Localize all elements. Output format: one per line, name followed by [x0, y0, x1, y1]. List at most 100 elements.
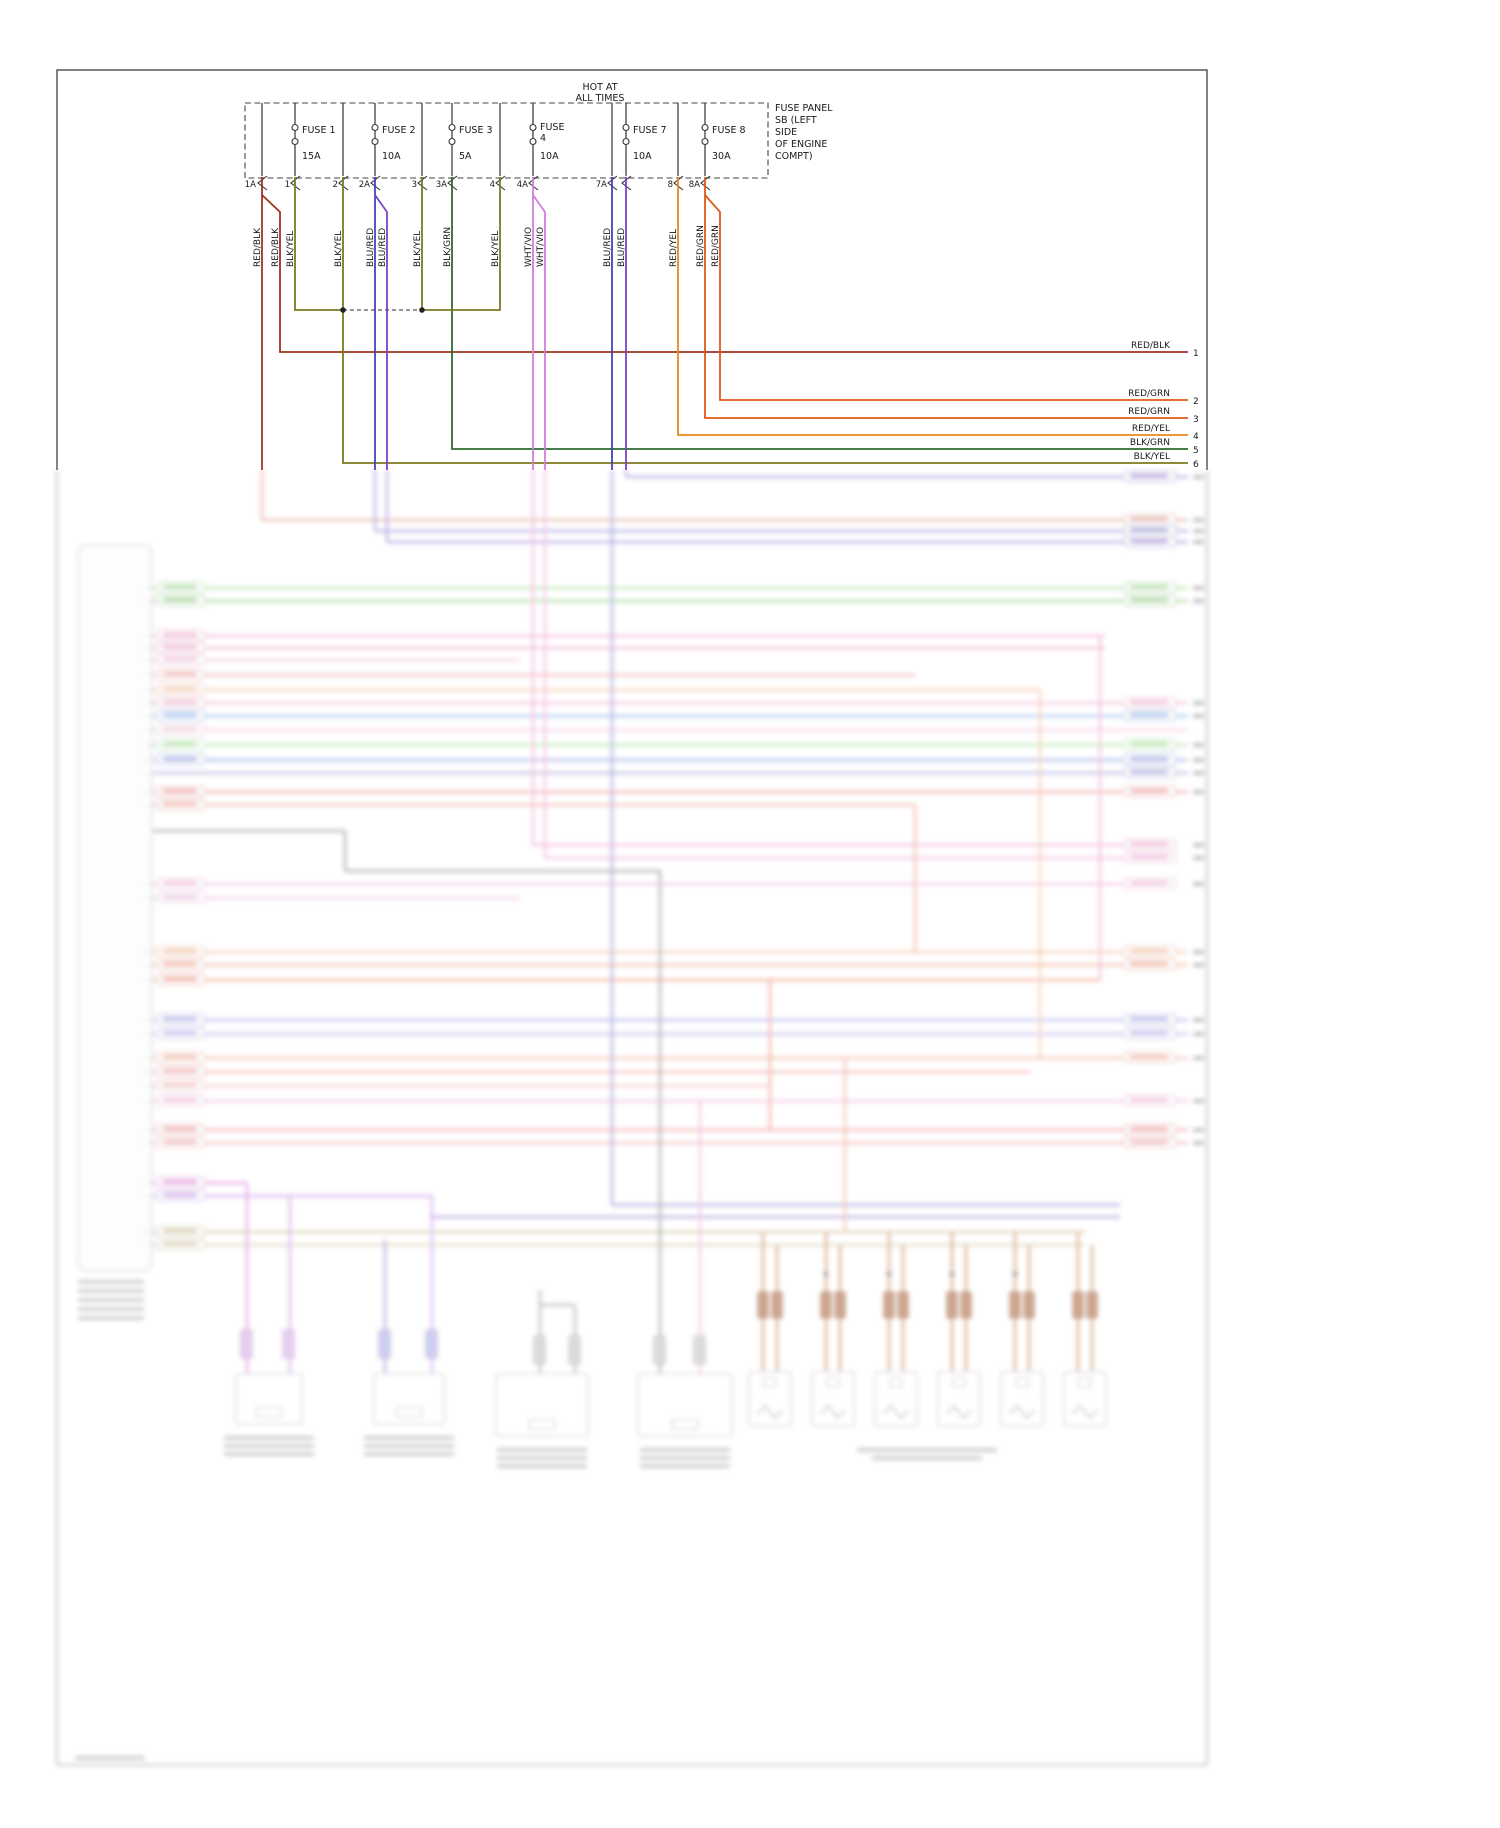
connector-stub [693, 1335, 706, 1365]
faded-badge-bar [1130, 584, 1168, 590]
pin-label: 8A [689, 180, 700, 190]
faded-badge-bar [163, 976, 197, 982]
faded-badge-bar [163, 1054, 197, 1060]
fuse-labels: FUSE 1 15A FUSE 2 10A FUSE 3 5A FUSE 4 1… [302, 122, 746, 162]
exit-wire-label: RED/BLK [1131, 341, 1171, 351]
wire-blk-yel-pin1 [294, 177, 343, 311]
faded-badge-bar [163, 1097, 197, 1103]
splice-dot [419, 307, 425, 313]
injector-connector [771, 1291, 783, 1319]
faded-exit-number [1193, 1099, 1204, 1103]
faded-badge-bar [1130, 741, 1168, 747]
wire-red-yel-exit4 [677, 177, 1188, 436]
connector-stub [425, 1329, 438, 1359]
wire-label: BLU/RED [366, 228, 376, 267]
wire-red-grn-exit2 [704, 194, 1188, 401]
wire-red-grn-exit3 [704, 177, 1188, 419]
corner-note-bar [75, 1756, 145, 1760]
fuse-4-rating: 10A [540, 151, 559, 162]
faded-exit-number [1193, 771, 1204, 775]
connector-stub [533, 1335, 546, 1365]
wire-label: BLK/YEL [334, 231, 344, 267]
injector-connector [1009, 1291, 1021, 1319]
faded-badge-bar [163, 801, 197, 807]
faded-badge-bar [163, 686, 197, 692]
injector-connector [883, 1291, 895, 1319]
wire-label: BLU/RED [603, 228, 613, 267]
component-caption-bar [224, 1452, 314, 1456]
injector-detail [889, 1377, 903, 1388]
wire-label: BLK/YEL [286, 231, 296, 267]
connector-stub [282, 1329, 295, 1359]
pin-label: 2 [333, 180, 338, 190]
faded-badge-bar [163, 1126, 197, 1132]
power-source-label-line2: ALL TIMES [576, 93, 625, 104]
faded-badge-bar [1130, 527, 1168, 533]
fuse-panel-box [244, 102, 769, 179]
pin-label: 1 [285, 180, 290, 190]
fuse-panel-note-line: SIDE [775, 127, 797, 138]
faded-badge-bar [163, 1016, 197, 1022]
faded-badge-bar [1130, 948, 1168, 954]
injector-detail [946, 1404, 972, 1420]
splice-dot [886, 1271, 892, 1277]
injector-detail [1072, 1404, 1098, 1420]
splice-dot [949, 1271, 955, 1277]
faded-badge-bar [163, 741, 197, 747]
wire-wht-vio-b [532, 194, 546, 470]
connector-pin-labels: 1A 1 2 2A 3 3A 4 4A 7A 8 8A [245, 180, 700, 190]
wire-label: BLK/YEL [413, 231, 423, 267]
pin-label: 4 [490, 180, 495, 190]
injector-box [748, 1371, 792, 1427]
faded-exit-number [1193, 586, 1204, 590]
injector-box [1063, 1371, 1107, 1427]
injector-detail [952, 1377, 966, 1388]
faded-badge-bar [163, 756, 197, 762]
splice-dot [1012, 1271, 1018, 1277]
wire-blk-yel-pin4 [422, 177, 501, 311]
component-box-4 [637, 1373, 733, 1437]
faded-badge-bar [1130, 538, 1168, 544]
faded-badge-bar [1130, 1139, 1168, 1145]
connector-pin-arrows [257, 175, 711, 191]
exit-number: 5 [1193, 446, 1199, 456]
faded-exit-number [1193, 1032, 1204, 1036]
component-detail [395, 1407, 423, 1418]
faded-badge-bar [1130, 1097, 1168, 1103]
component-caption-bar [497, 1456, 587, 1460]
wires [261, 177, 1188, 470]
faded-badge-bar [163, 1241, 197, 1247]
wire-blu-red-b [374, 194, 388, 470]
pin-label: 8 [668, 180, 673, 190]
component-detail [671, 1419, 699, 1430]
faded-badge-bar [163, 1068, 197, 1074]
faded-exit-number [1193, 599, 1204, 603]
injector-box [811, 1371, 855, 1427]
faded-exit-number [1193, 540, 1204, 544]
faded-badge-bar [1130, 1126, 1168, 1132]
power-source-label-line1: HOT AT [582, 82, 617, 93]
faded-badge-bar [163, 880, 197, 886]
pin-label: 3A [436, 180, 447, 190]
exit-wire-label: RED/GRN [1128, 407, 1170, 417]
injector-detail [763, 1377, 777, 1388]
fuse-element-circles [291, 123, 709, 146]
injector-box [1000, 1371, 1044, 1427]
fuse-3-rating: 5A [459, 151, 472, 162]
injector-detail [820, 1404, 846, 1420]
injector-connector [757, 1291, 769, 1319]
faded-badge-bar [1130, 473, 1168, 479]
wire-label: RED/BLK [253, 227, 263, 267]
connector-stub [378, 1329, 391, 1359]
wire-label: BLK/GRN [443, 227, 453, 267]
faded-badge-bar [1130, 516, 1168, 522]
faded-badge-bar [163, 632, 197, 638]
component-caption-bar [640, 1448, 730, 1452]
faded-exit-number [1193, 758, 1204, 762]
wire-label: BLU/RED [378, 228, 388, 267]
injector-connector [820, 1291, 832, 1319]
pin-label: 4A [517, 180, 528, 190]
wire-blk-grn-exit5 [451, 177, 1188, 450]
